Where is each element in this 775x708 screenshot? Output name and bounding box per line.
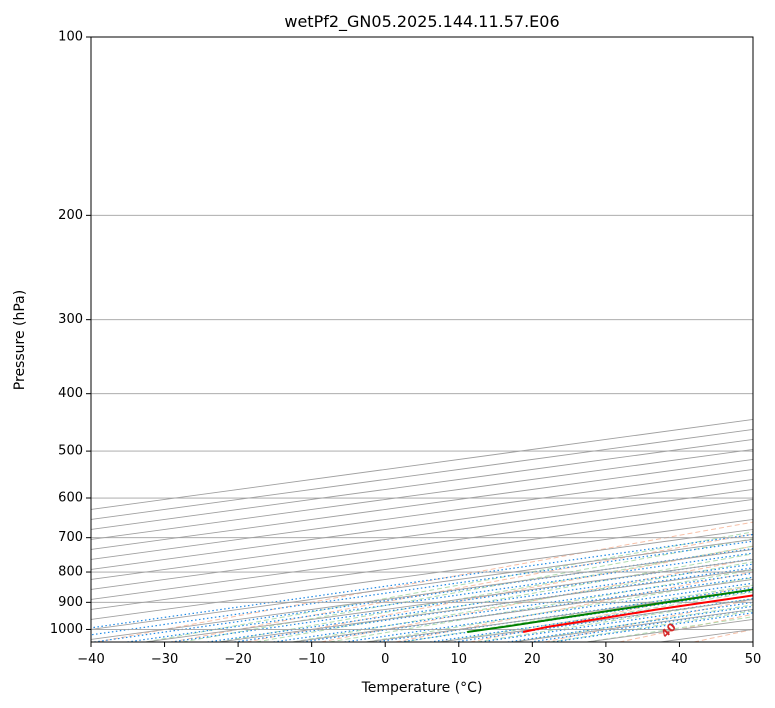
dry-adiabat [395, 571, 753, 642]
isotherm-line [91, 528, 753, 620]
isotherm-line [91, 478, 753, 570]
x-tick-label: 50 [745, 652, 762, 667]
y-tick-label: 400 [58, 386, 83, 401]
y-tick-label: 300 [58, 312, 83, 327]
isotherm-line [91, 488, 753, 580]
chart-title: wetPf2_GN05.2025.144.11.57.E06 [284, 12, 559, 32]
y-tick-label: 800 [58, 565, 83, 580]
mixing-ratio-line [344, 582, 753, 642]
x-tick-label: −30 [151, 652, 178, 667]
y-tick-label: 700 [58, 530, 83, 545]
x-tick-label: 20 [524, 652, 541, 667]
x-tick-label: 40 [671, 652, 688, 667]
isotherm-line [91, 468, 753, 560]
x-tick-label: 30 [598, 652, 615, 667]
dry-adiabat [171, 533, 753, 642]
isotherm-line [91, 498, 753, 590]
mixing-ratio-line [430, 594, 753, 642]
mixing-ratio-line [91, 533, 753, 629]
pressure-gridlines [91, 37, 753, 630]
x-tick-label: −10 [298, 652, 325, 667]
x-tick-label: 0 [381, 652, 389, 667]
y-tick-label: 100 [58, 30, 83, 45]
y-tick-label: 200 [58, 208, 83, 223]
y-axis-label: Pressure (hPa) [12, 290, 28, 390]
y-tick-label: 500 [58, 444, 83, 459]
plot-frame [90, 36, 754, 643]
y-tick-label: 900 [58, 595, 83, 610]
isotherm-line [91, 518, 753, 610]
isotherm-line [91, 508, 753, 600]
isotherm-line [91, 538, 753, 630]
x-tick-label: 10 [451, 652, 468, 667]
x-axis-ticks: −40 −30 −20 −10 0 10 20 30 40 50 [77, 642, 761, 667]
x-tick-label: −40 [77, 652, 104, 667]
x-axis-label: Temperature (°C) [361, 680, 483, 696]
y-axis-ticks: 100 200 300 400 500 600 700 800 900 1000 [50, 30, 91, 637]
x-tick-label: −20 [224, 652, 251, 667]
isotherm-lines [91, 418, 753, 642]
y-tick-label: 600 [58, 491, 83, 506]
isotherm-line [91, 458, 753, 550]
y-tick-label: 1000 [50, 622, 83, 637]
